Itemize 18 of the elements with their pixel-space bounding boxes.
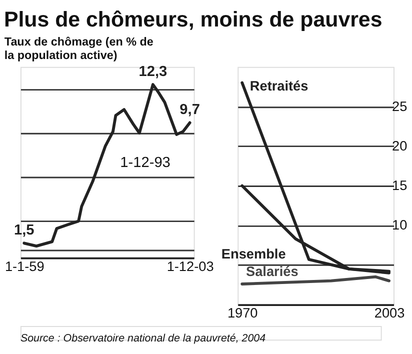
chart-title: Plus de chômeurs, moins de pauvres [4, 8, 382, 32]
x-tick-label: 1970 [227, 306, 258, 321]
y-tick-label: 10 [392, 218, 408, 233]
data-label: 9,7 [180, 102, 200, 118]
data-label: 1,5 [14, 222, 34, 238]
data-label: 12,3 [138, 64, 168, 80]
source-note: Source : Observatoire national de la pauvreté, 2004 [20, 332, 266, 345]
series-label: Retraités [250, 78, 309, 94]
x-tick-label: 1-12-03 [166, 258, 214, 274]
annotation: 1-12-93 [120, 155, 170, 172]
chart-subtitle: Taux de chômage (en % de la population active) [4, 36, 154, 62]
y-tick-label: 15 [392, 178, 408, 194]
series-label: Ensemble [221, 246, 286, 262]
series-label: Salariés [246, 264, 299, 280]
y-tick-label: 25 [392, 98, 408, 114]
x-tick-label: 2003 [374, 306, 405, 321]
y-tick-label: 20 [392, 138, 408, 154]
x-tick-label: 1-1-59 [4, 258, 44, 274]
